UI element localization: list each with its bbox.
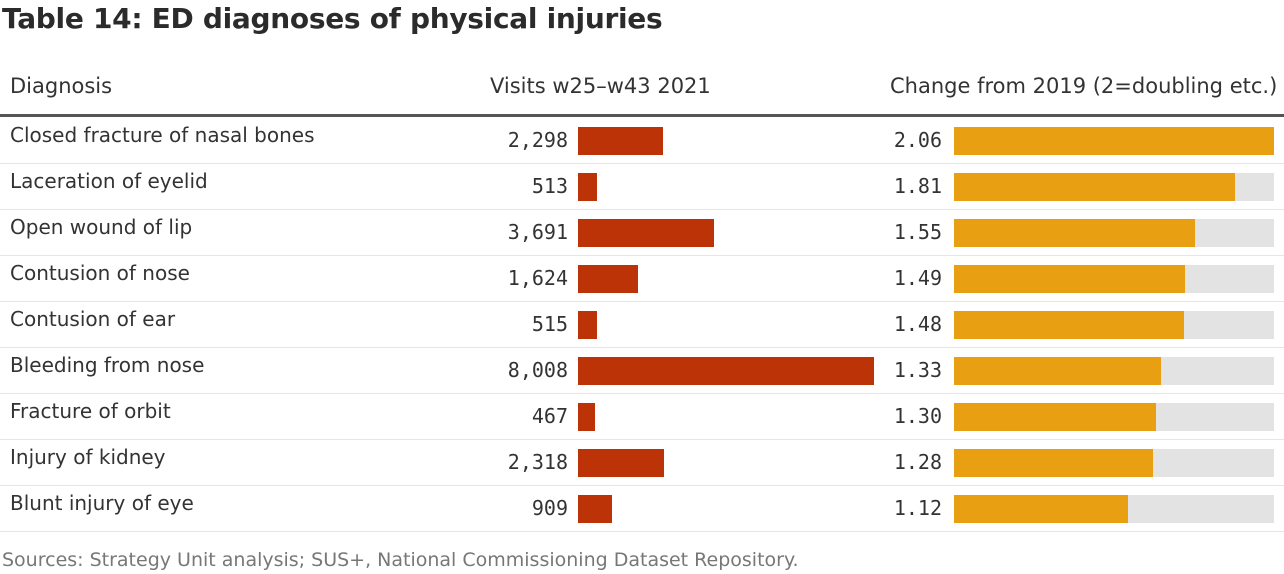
visits-bar [578,357,874,385]
change-bar [954,265,1185,293]
diagnosis-label: Bleeding from nose [10,353,205,377]
change-bar [954,495,1128,523]
diagnosis-label: Laceration of eyelid [10,169,208,193]
change-bar-track [954,403,1274,431]
visits-bar [578,495,612,523]
table-row: Fracture of orbit 467 1.30 [0,393,1284,440]
column-header-visits: Visits w25–w43 2021 [490,74,711,98]
change-value: 1.55 [893,220,942,244]
visits-value: 515 [531,312,568,336]
table-row: Laceration of eyelid 513 1.81 [0,163,1284,210]
visits-value: 3,691 [507,220,568,244]
change-value: 1.48 [893,312,942,336]
change-bar-track [954,173,1274,201]
table-row: Contusion of nose 1,624 1.49 [0,255,1284,302]
diagnosis-label: Injury of kidney [10,445,166,469]
diagnosis-label: Contusion of nose [10,261,190,285]
change-bar [954,127,1274,155]
change-bar [954,173,1235,201]
visits-value: 2,318 [507,450,568,474]
change-value: 1.49 [893,266,942,290]
change-bar [954,311,1184,339]
visits-value: 513 [531,174,568,198]
table-row: Bleeding from nose 8,008 1.33 [0,347,1284,394]
change-bar [954,219,1195,247]
change-bar-track [954,357,1274,385]
table-row: Open wound of lip 3,691 1.55 [0,209,1284,256]
visits-value: 909 [531,496,568,520]
change-value: 1.30 [893,404,942,428]
diagnosis-label: Blunt injury of eye [10,491,194,515]
visits-value: 2,298 [507,128,568,152]
change-bar-track [954,311,1274,339]
visits-bar [578,449,664,477]
visits-bar [578,403,595,431]
change-bar-track [954,495,1274,523]
header-rule [0,114,1284,117]
visits-value: 1,624 [507,266,568,290]
diagnosis-label: Fracture of orbit [10,399,171,423]
change-bar-track [954,449,1274,477]
visits-bar [578,173,597,201]
table-row: Blunt injury of eye 909 1.12 [0,485,1284,532]
change-value: 1.33 [893,358,942,382]
change-bar [954,403,1156,431]
change-bar [954,357,1161,385]
change-value: 1.28 [893,450,942,474]
change-bar-track [954,127,1274,155]
change-bar-track [954,265,1274,293]
table-row: Contusion of ear 515 1.48 [0,301,1284,348]
diagnosis-label: Contusion of ear [10,307,176,331]
table-row: Closed fracture of nasal bones 2,298 2.06 [0,117,1284,164]
change-bar [954,449,1153,477]
diagnosis-label: Open wound of lip [10,215,193,239]
column-header-diagnosis: Diagnosis [10,74,113,98]
change-bar-track [954,219,1274,247]
visits-bar [578,265,638,293]
table-row: Injury of kidney 2,318 1.28 [0,439,1284,486]
column-header-change: Change from 2019 (2=doubling etc.) [890,74,1278,98]
table-title: Table 14: ED diagnoses of physical injur… [2,2,663,35]
change-value: 2.06 [893,128,942,152]
visits-bar [578,311,597,339]
change-value: 1.12 [893,496,942,520]
visits-bar [578,127,663,155]
visits-bar [578,219,714,247]
visits-value: 467 [531,404,568,428]
change-value: 1.81 [893,174,942,198]
visits-value: 8,008 [507,358,568,382]
diagnosis-label: Closed fracture of nasal bones [10,123,315,147]
source-note: Sources: Strategy Unit analysis; SUS+, N… [2,549,799,571]
